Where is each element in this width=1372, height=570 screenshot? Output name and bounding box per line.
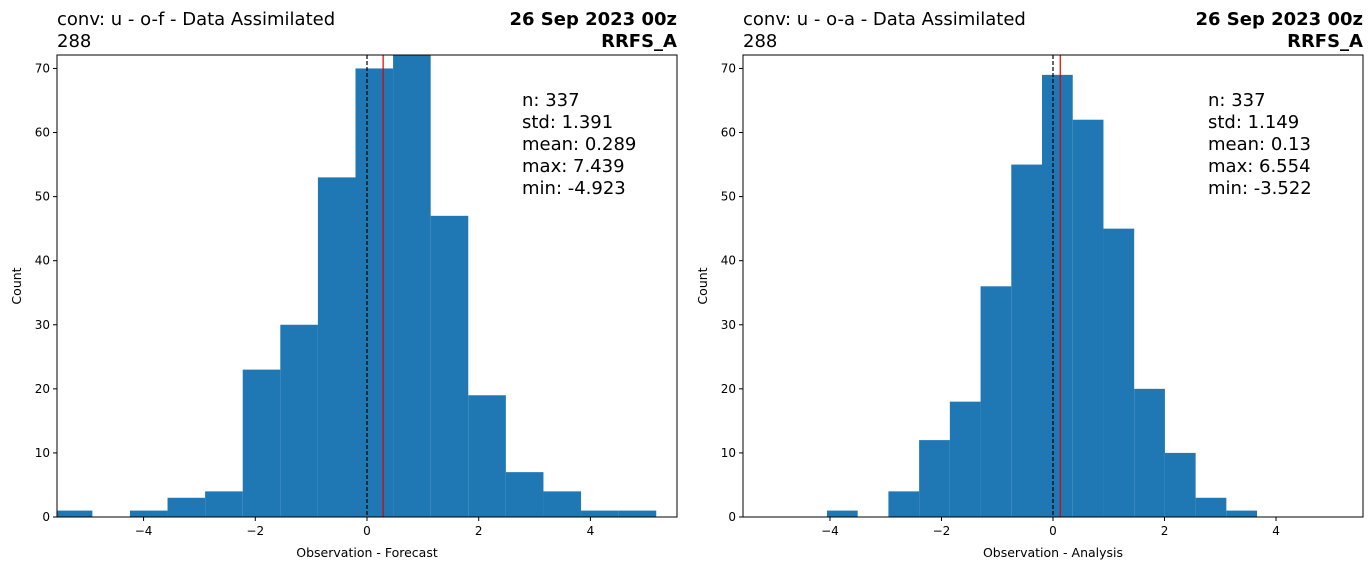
y-tick-label: 20 <box>35 382 50 396</box>
bar <box>167 497 206 517</box>
bar <box>1226 510 1258 517</box>
y-tick-label: 60 <box>721 126 736 140</box>
bar <box>919 440 950 517</box>
bar <box>1103 228 1135 517</box>
bar <box>826 510 858 517</box>
chart-subtitle-right: RRFS_A <box>601 31 677 52</box>
stat-annotation: min: -3.522 <box>1208 178 1312 199</box>
bar <box>505 472 544 517</box>
bar <box>355 68 394 517</box>
bar <box>618 510 657 517</box>
x-tick-label: 4 <box>1272 524 1280 538</box>
y-tick-label: 50 <box>721 190 736 204</box>
bar <box>1042 74 1073 517</box>
x-tick-label: −4 <box>821 524 839 538</box>
chart-subtitle: 288 <box>743 31 777 52</box>
x-axis-label: Observation - Forecast <box>296 545 438 560</box>
y-tick-label: 0 <box>728 510 736 524</box>
bar <box>242 369 281 517</box>
plot-area <box>826 55 1258 517</box>
chart-subtitle: 288 <box>57 31 91 52</box>
bar <box>57 510 93 517</box>
chart-title-right: 26 Sep 2023 00z <box>1195 9 1363 30</box>
x-axis-label: Observation - Analysis <box>983 545 1123 560</box>
y-axis-label: Count <box>695 267 710 304</box>
bar <box>280 324 318 517</box>
y-tick-label: 60 <box>35 126 50 140</box>
y-tick-label: 30 <box>35 318 50 332</box>
chart-title: conv: u - o-f - Data Assimilated <box>57 9 335 30</box>
bar <box>949 401 981 517</box>
x-tick-label: 0 <box>363 524 371 538</box>
x-tick-label: −4 <box>135 524 153 538</box>
stat-annotation: max: 7.439 <box>522 156 625 177</box>
x-tick-label: 2 <box>1161 524 1169 538</box>
y-tick-label: 50 <box>35 190 50 204</box>
stat-annotation: n: 337 <box>1208 90 1266 111</box>
y-tick-label: 30 <box>721 318 736 332</box>
bar <box>888 491 920 517</box>
x-tick-label: 4 <box>587 524 595 538</box>
stat-annotation: std: 1.391 <box>522 112 613 133</box>
bar <box>205 491 243 517</box>
bar <box>1011 164 1043 517</box>
x-tick-label: −2 <box>246 524 264 538</box>
stat-annotation: std: 1.149 <box>1208 112 1299 133</box>
stat-annotation: min: -4.923 <box>522 178 626 199</box>
y-tick-label: 20 <box>721 382 736 396</box>
bar <box>581 510 619 517</box>
y-tick-label: 40 <box>35 254 50 268</box>
bar <box>129 510 168 517</box>
chart-title: conv: u - o-a - Data Assimilated <box>743 9 1026 30</box>
bar <box>1134 388 1165 517</box>
y-axis-label: Count <box>9 267 24 304</box>
bar <box>980 286 1012 517</box>
bar <box>1164 452 1196 517</box>
bar <box>317 177 356 517</box>
x-tick-label: 0 <box>1049 524 1057 538</box>
chart-subtitle-right: RRFS_A <box>1287 31 1363 52</box>
stat-annotation: max: 6.554 <box>1208 156 1311 177</box>
x-tick-label: 2 <box>475 524 483 538</box>
bar <box>430 215 469 517</box>
y-tick-label: 40 <box>721 254 736 268</box>
stat-annotation: mean: 0.13 <box>1208 134 1311 155</box>
bar <box>468 395 506 517</box>
y-tick-label: 0 <box>42 510 50 524</box>
y-tick-label: 70 <box>35 61 50 75</box>
stat-annotation: n: 337 <box>522 90 580 111</box>
stat-annotation: mean: 0.289 <box>522 134 636 155</box>
x-tick-label: −2 <box>933 524 951 538</box>
y-tick-label: 70 <box>721 61 736 75</box>
bar <box>393 55 431 517</box>
y-tick-label: 10 <box>721 446 736 460</box>
bar <box>1072 119 1104 517</box>
chart-title-right: 26 Sep 2023 00z <box>509 9 677 30</box>
y-tick-label: 10 <box>35 446 50 460</box>
plot-area <box>57 55 657 517</box>
bar <box>1195 497 1227 517</box>
bar <box>543 491 582 517</box>
